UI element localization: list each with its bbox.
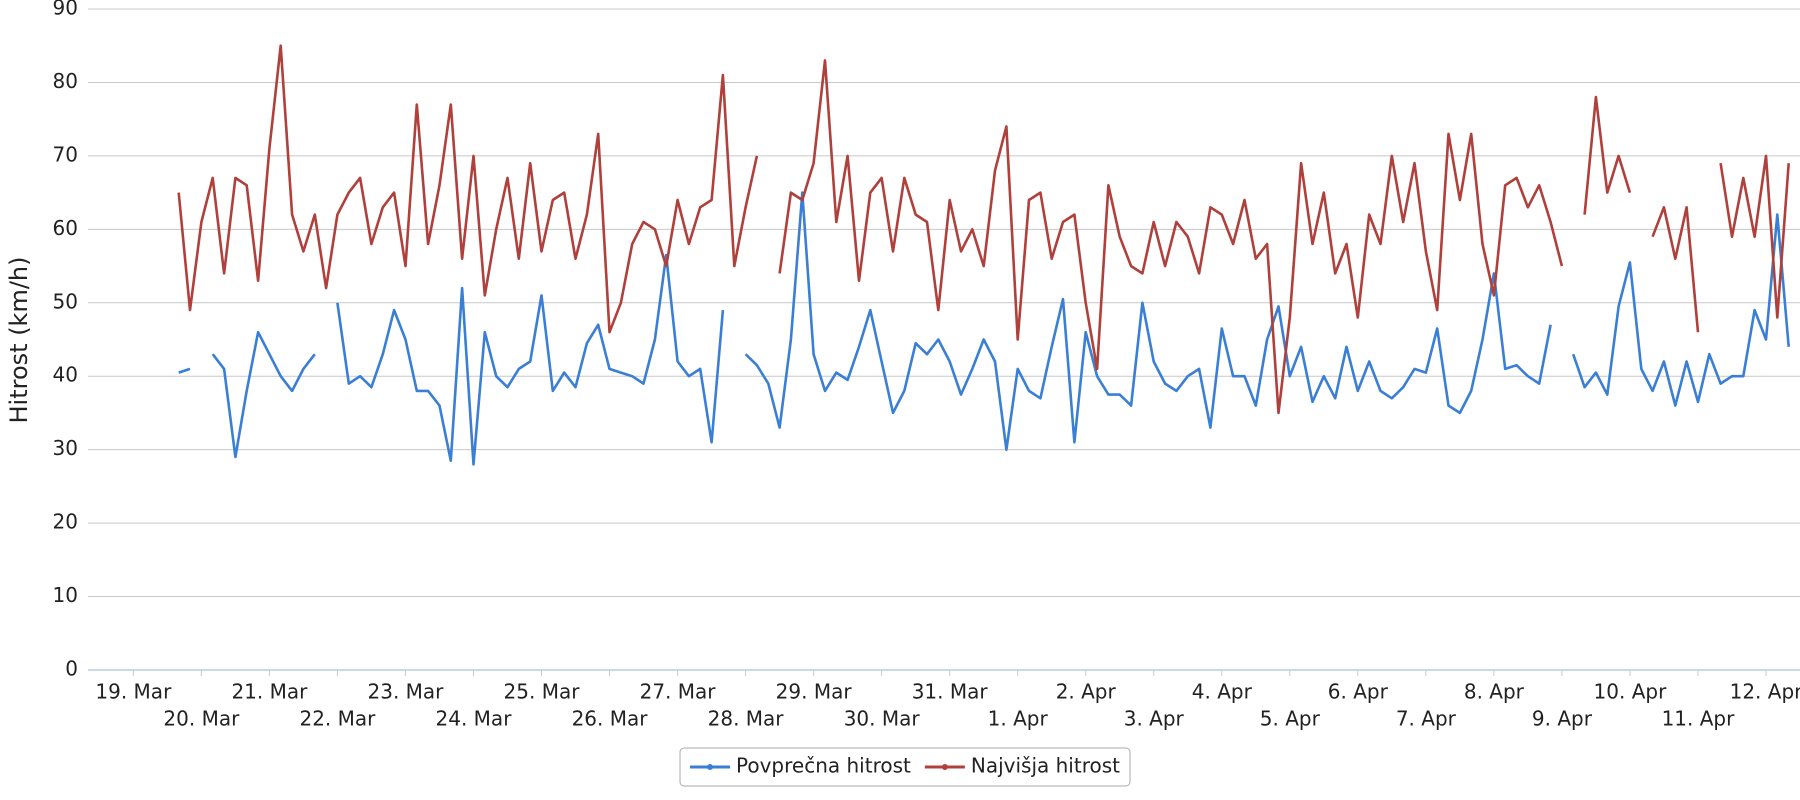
x-tick-label: 1. Apr xyxy=(988,707,1049,731)
x-tick-label: 5. Apr xyxy=(1260,707,1321,731)
x-tick-label: 31. Mar xyxy=(912,680,989,704)
y-tick-label: 0 xyxy=(65,657,78,681)
y-axis-title: Hitrost (km/h) xyxy=(5,257,33,424)
y-tick-label: 30 xyxy=(53,436,78,460)
y-tick-label: 10 xyxy=(53,583,78,607)
x-tick-label: 28. Mar xyxy=(708,707,785,731)
x-tick-label: 30. Mar xyxy=(844,707,921,731)
x-tick-label: 29. Mar xyxy=(776,680,853,704)
x-tick-label: 24. Mar xyxy=(436,707,513,731)
x-tick-label: 19. Mar xyxy=(95,680,172,704)
x-tick-label: 27. Mar xyxy=(640,680,717,704)
x-tick-label: 9. Apr xyxy=(1532,707,1593,731)
x-tick-label: 25. Mar xyxy=(504,680,581,704)
legend-marker xyxy=(941,764,948,770)
y-tick-label: 80 xyxy=(53,69,78,93)
y-tick-label: 50 xyxy=(53,289,78,313)
x-tick-label: 22. Mar xyxy=(299,707,376,731)
legend: Povprečna hitrost Najvišja hitrost xyxy=(679,747,1131,787)
x-tick-label: 6. Apr xyxy=(1328,680,1389,704)
x-tick-label: 11. Apr xyxy=(1662,707,1736,731)
legend-label: Najvišja hitrost xyxy=(971,754,1120,778)
y-tick-label: 70 xyxy=(53,142,78,166)
x-tick-label: 21. Mar xyxy=(231,680,308,704)
series-line xyxy=(177,44,1790,415)
y-tick-label: 40 xyxy=(53,363,78,387)
x-tick-label: 8. Apr xyxy=(1464,680,1525,704)
series-line xyxy=(178,191,1790,466)
x-tick-label: 7. Apr xyxy=(1396,707,1457,731)
x-tick-label: 12. Apr xyxy=(1730,680,1800,704)
y-tick-label: 20 xyxy=(53,510,78,534)
x-tick-label: 23. Mar xyxy=(368,680,445,704)
x-tick-label: 26. Mar xyxy=(572,707,649,731)
plot-area xyxy=(177,44,1790,466)
x-tick-label: 4. Apr xyxy=(1192,680,1253,704)
x-tick-label: 20. Mar xyxy=(163,707,240,731)
x-tick-label: 10. Apr xyxy=(1594,680,1668,704)
legend-marker xyxy=(707,764,714,770)
x-tick-label: 2. Apr xyxy=(1056,680,1117,704)
y-tick-label: 90 xyxy=(53,0,78,20)
x-tick-label: 3. Apr xyxy=(1124,707,1185,731)
legend-label: Povprečna hitrost xyxy=(736,754,911,778)
legend-box xyxy=(679,747,1131,787)
y-tick-label: 60 xyxy=(53,216,78,240)
